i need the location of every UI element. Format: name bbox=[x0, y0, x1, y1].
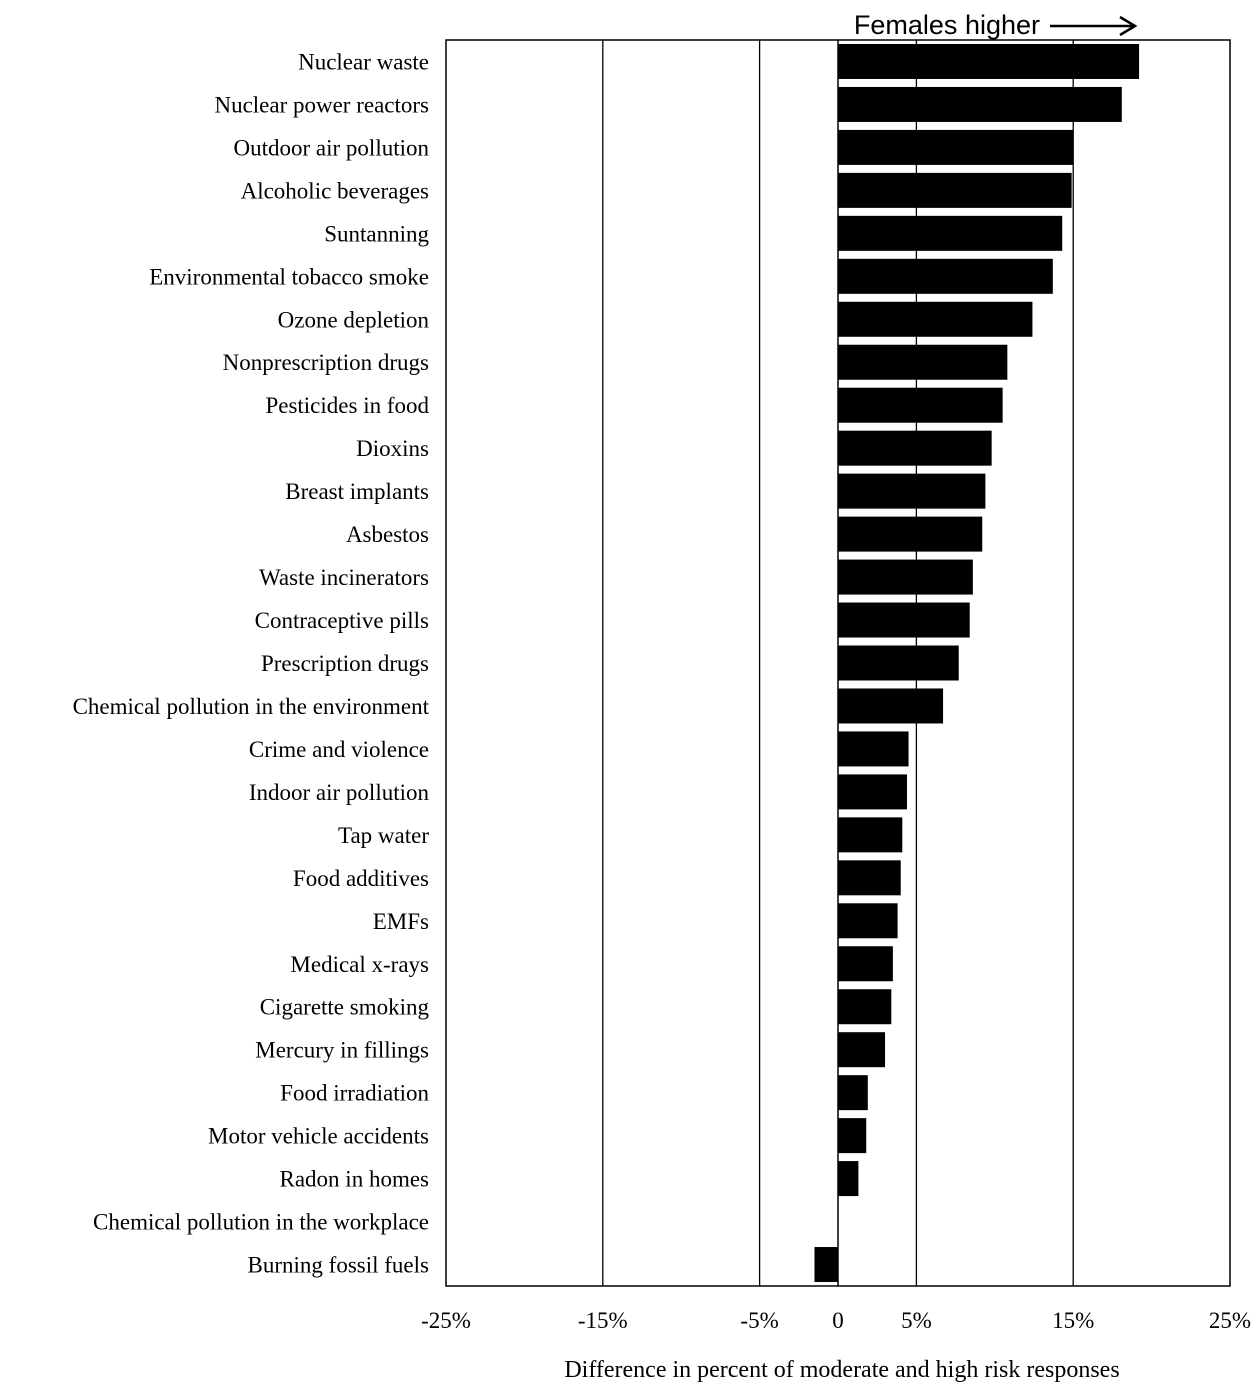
bar bbox=[838, 645, 959, 681]
bar bbox=[838, 731, 909, 767]
x-tick-label: 25% bbox=[1209, 1308, 1251, 1333]
category-label: Chemical pollution in the environment bbox=[73, 694, 430, 719]
x-tick-labels: -25% -15% -5% 0 5% 15% 25% bbox=[421, 1308, 1251, 1333]
category-label: Motor vehicle accidents bbox=[208, 1124, 429, 1149]
bar bbox=[838, 1032, 886, 1068]
bar bbox=[838, 172, 1072, 208]
category-label: Food irradiation bbox=[280, 1081, 429, 1106]
bar bbox=[838, 86, 1122, 122]
category-label: Burning fossil fuels bbox=[248, 1253, 429, 1278]
x-tick-label: 0 bbox=[832, 1308, 844, 1333]
category-label: Nonprescription drugs bbox=[223, 350, 429, 375]
category-label: Indoor air pollution bbox=[249, 780, 430, 805]
bar bbox=[838, 1118, 867, 1154]
category-label: Pesticides in food bbox=[265, 393, 429, 418]
category-label: Tap water bbox=[338, 823, 429, 848]
arrow-head bbox=[1119, 15, 1138, 37]
bar bbox=[838, 817, 903, 853]
category-label: Dioxins bbox=[356, 436, 429, 461]
bar bbox=[838, 301, 1033, 337]
bar bbox=[838, 602, 970, 638]
bar bbox=[838, 387, 1003, 423]
x-tick-label: 15% bbox=[1052, 1308, 1094, 1333]
category-label: Asbestos bbox=[346, 522, 429, 547]
bar bbox=[838, 946, 893, 982]
bar bbox=[838, 129, 1074, 165]
category-label: Suntanning bbox=[324, 221, 429, 246]
bar bbox=[838, 215, 1063, 251]
bar bbox=[838, 1075, 868, 1111]
x-tick-label: -25% bbox=[421, 1308, 471, 1333]
bar bbox=[838, 860, 901, 896]
bar bbox=[838, 344, 1008, 380]
category-label: Ozone depletion bbox=[278, 307, 430, 332]
category-label: Medical x-rays bbox=[290, 952, 429, 977]
bar bbox=[838, 559, 973, 595]
bar bbox=[838, 989, 892, 1025]
category-label: Nuclear waste bbox=[298, 49, 429, 74]
category-label: Contraceptive pills bbox=[255, 608, 429, 633]
bar bbox=[838, 516, 983, 552]
bar bbox=[838, 903, 898, 939]
bar bbox=[838, 43, 1140, 79]
category-label: Cigarette smoking bbox=[260, 995, 430, 1020]
x-tick-label: 5% bbox=[901, 1308, 932, 1333]
category-label: Nuclear power reactors bbox=[214, 92, 429, 117]
category-labels: Nuclear waste Nuclear power reactors Outdo… bbox=[73, 49, 430, 1277]
category-label: Waste incinerators bbox=[259, 565, 429, 590]
x-tick-label: -5% bbox=[740, 1308, 778, 1333]
category-label: Prescription drugs bbox=[261, 651, 429, 676]
category-label: Radon in homes bbox=[280, 1167, 430, 1192]
category-label: EMFs bbox=[373, 909, 429, 934]
bar bbox=[838, 774, 907, 810]
bar bbox=[838, 688, 944, 724]
category-label: Chemical pollution in the workplace bbox=[93, 1210, 429, 1235]
right-arrow-icon bbox=[1050, 15, 1138, 37]
bar bbox=[838, 258, 1053, 294]
x-tick-label: -15% bbox=[578, 1308, 628, 1333]
bar bbox=[814, 1247, 838, 1283]
category-label: Breast implants bbox=[285, 479, 429, 504]
category-label: Alcoholic beverages bbox=[241, 178, 429, 203]
category-label: Crime and violence bbox=[249, 737, 429, 762]
bar bbox=[838, 473, 986, 509]
plot-frame bbox=[445, 39, 1231, 1287]
bar bbox=[838, 1161, 859, 1197]
category-label: Outdoor air pollution bbox=[234, 135, 430, 160]
category-label: Environmental tobacco smoke bbox=[149, 264, 429, 289]
category-label: Mercury in fillings bbox=[255, 1038, 429, 1063]
category-label: Food additives bbox=[293, 866, 429, 891]
x-axis-title: Difference in percent of moderate and hi… bbox=[564, 1357, 1119, 1383]
bar bbox=[838, 430, 992, 466]
females-higher-annotation: Females higher bbox=[854, 10, 1040, 40]
bars bbox=[814, 43, 1140, 1283]
